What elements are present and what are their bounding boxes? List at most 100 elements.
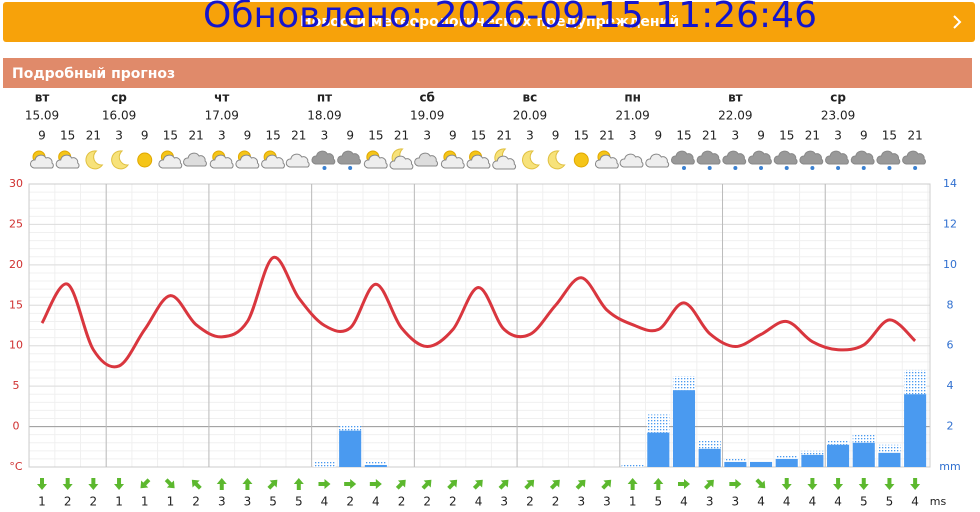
cloud [850,150,875,165]
hour-label: 9 [346,129,354,143]
arrow [704,479,714,490]
weekday: пн [624,91,641,105]
section-header [3,58,972,88]
weather-icon [850,150,875,170]
hour-label: 3 [321,129,329,143]
precip-max-bar [852,434,875,443]
date: 23.09 [821,109,855,123]
weather-icon [85,150,104,170]
weekday: вс [523,91,538,105]
wind-speed: 2 [346,495,354,509]
cloud [389,155,414,170]
rain-drop [913,166,918,170]
y2-tick-label: 2 [947,420,954,433]
cloud [30,154,54,169]
arrow [191,479,202,490]
wind-speed: 1 [629,495,637,509]
arrow [318,479,331,489]
arrow [729,479,742,489]
wind-arrow [678,479,690,489]
wind-speed: 2 [64,495,72,509]
wind-speed: 3 [218,495,226,509]
weather-icon [547,150,566,170]
y-tick-label: 5 [13,379,20,392]
precip-max-bar [647,414,670,433]
rain-drop [348,166,353,170]
y-tick-label: 10 [9,339,23,352]
wind-speed: 4 [911,495,919,509]
weather-icon [209,150,234,169]
wind-speed: 4 [475,495,483,509]
y2-tick-label: 4 [947,379,954,392]
arrow [293,478,304,490]
weather-icon [30,150,54,169]
arrow [447,479,458,490]
y-tick-label: °C [9,460,23,473]
wind-speed: 2 [526,495,534,509]
wind-speed: 4 [809,495,817,509]
arrow [472,479,483,490]
precip-bar [904,394,927,467]
arrow [678,479,690,489]
wind-speed: 3 [244,495,252,509]
rain-drop [759,166,764,170]
weather-icon [285,153,310,168]
hour-label: 3 [115,129,123,143]
arrow [601,479,612,490]
hour-label: 9 [654,129,662,143]
wind-speed: 1 [167,495,175,509]
wind-speed: 3 [577,495,585,509]
cloud [799,150,824,165]
weather-icon [235,150,260,169]
hour-label: 21 [86,129,101,143]
arrow [344,479,357,489]
temperature-line [40,256,917,369]
precip-bar [878,452,901,467]
wind-arrow [472,479,483,490]
wind-speed: 2 [192,495,200,509]
cloud [209,154,234,169]
wind-speed: 3 [706,495,714,509]
weather-icon [440,150,465,169]
arrow [781,478,792,490]
hour-label: 3 [732,129,740,143]
rain-drop [861,166,866,170]
chevron[interactable] [953,15,962,29]
weather-icon [414,152,438,167]
arrow [395,479,406,490]
wind-speed: 2 [90,495,98,509]
wind-arrow [729,479,742,489]
banner[interactable] [3,2,975,42]
banner-link[interactable]: Новости метеорологических предупреждений [300,14,679,30]
wind-arrow [344,479,357,489]
weather-icon [337,150,361,170]
y2-tick-label: mm [939,460,960,473]
weekday: чт [214,91,229,105]
y2-tick-label: 14 [943,177,957,190]
precip-bar [724,461,747,467]
moon [547,150,566,170]
cloud [748,150,772,165]
cloud [594,154,619,169]
hour-label: 21 [291,129,306,143]
cloud [619,153,644,168]
precip-bar [827,444,850,467]
y-tick-label: 20 [9,258,23,271]
wind-arrow [447,479,458,490]
hour-label: 15 [882,129,897,143]
rain-drop [836,166,841,170]
wind-arrow [755,478,766,489]
weather-icon [902,150,926,170]
rain-drop [707,166,712,170]
wind-arrow [833,478,844,490]
cloud [876,150,901,165]
weather-icon [261,150,285,169]
hour-label: 9 [552,129,560,143]
precip-max-bar [724,458,747,462]
date: 21.09 [615,109,649,123]
cloud [311,150,336,165]
wind-unit: ms [930,495,947,508]
precip-max-bar [698,440,721,449]
hour-label: 21 [497,129,512,143]
